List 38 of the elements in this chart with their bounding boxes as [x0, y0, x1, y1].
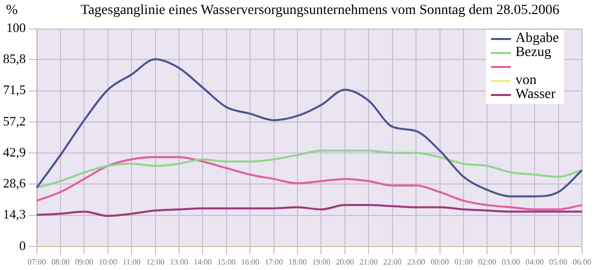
x-tick-label: 00:00 — [430, 257, 449, 266]
x-tick-label: 05:00 — [549, 257, 568, 266]
chart-title: Tagesganglinie eines Wasserversorgungsunternehmens vom Sonntag dem 28.05.2006 — [80, 3, 560, 19]
x-tick-label: 23:00 — [406, 257, 426, 266]
y-tick-label: 85,8 — [3, 51, 26, 66]
x-tick-label: 06:00 — [572, 257, 592, 266]
y-tick-label: 57,2 — [3, 113, 26, 128]
y-tick-label: 28,6 — [3, 176, 26, 191]
x-tick-label: 01:00 — [454, 257, 473, 266]
legend-label: Bezug — [515, 45, 552, 61]
x-tick-label: 02:00 — [478, 257, 496, 266]
x-tick-label: 19:00 — [312, 257, 330, 266]
legend-label: Wasser — [515, 87, 556, 103]
legend-label: von — [515, 73, 536, 88]
x-tick-label: 14:00 — [194, 257, 212, 266]
x-tick-label: 21:00 — [360, 257, 378, 266]
x-tick-label: 12:00 — [146, 257, 164, 266]
x-tick-label: 04:00 — [525, 257, 544, 266]
y-tick-label: 0 — [19, 238, 26, 253]
x-tick-label: 17:00 — [264, 257, 283, 266]
x-tick-label: 16:00 — [240, 257, 260, 266]
y-tick-label: 14,3 — [3, 206, 26, 222]
x-tick-label: 15:00 — [217, 257, 236, 266]
x-tick-label: 22:00 — [383, 257, 402, 266]
y-tick-label: 100 — [6, 20, 26, 36]
x-tick-label: 09:00 — [75, 257, 94, 266]
x-tick-label: 10:00 — [98, 257, 117, 266]
x-tick-label: 08:00 — [51, 257, 70, 266]
x-tick-label: 18:00 — [288, 257, 307, 266]
legend-label: Abgabe — [515, 31, 559, 46]
x-tick-label: 03:00 — [502, 257, 520, 266]
y-tick-label: 42,9 — [3, 144, 26, 160]
x-tick-label: 13:00 — [170, 257, 188, 266]
y-axis-title: % — [6, 3, 18, 19]
y-tick-label: 71,5 — [3, 82, 26, 98]
x-tick-label: 07:00 — [28, 257, 46, 266]
x-tick-label: 20:00 — [336, 257, 354, 266]
x-tick-label: 11:00 — [122, 257, 141, 266]
